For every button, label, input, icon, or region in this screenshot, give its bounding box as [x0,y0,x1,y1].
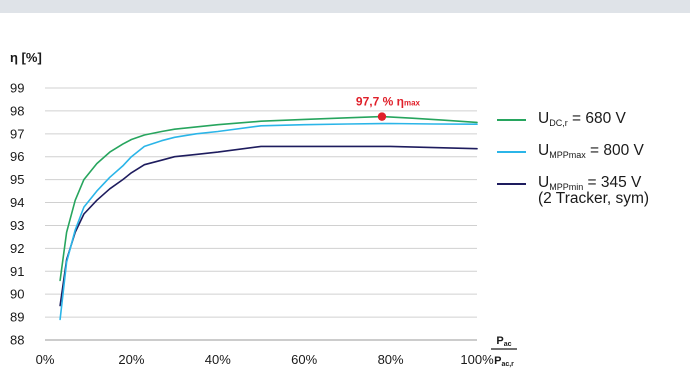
eta-max-sub: max [404,99,421,108]
chart-legend: UDC,r = 680 V UMPPmax = 800 V UMPPmin = … [497,108,687,222]
eta-max-value: 97,7 % [356,95,397,109]
y-tick-92: 92 [10,241,24,256]
x-tick-0: 0% [36,352,55,367]
y-tick-91: 91 [10,264,24,279]
legend-sub-dc: DC,r [549,118,568,128]
series-line-2 [59,145,478,307]
y-tick-97: 97 [10,126,24,141]
legend-main-mppmax: U [538,142,550,159]
legend-label-mppmax: UMPPmax = 800 V [538,142,644,164]
y-axis-label: η [%] [10,50,42,65]
x-tick-100: 100% [460,352,494,367]
y-tick-99: 99 [10,81,24,96]
eta-max-label: 97,7 % ηmax [356,95,421,109]
x-tick-20: 20% [118,352,144,367]
legend-swatch-mppmax [497,151,526,153]
eta-max-symbol: η [397,95,404,109]
y-tick-95: 95 [10,172,24,187]
x-label-denominator-sub: ac,r [501,361,514,368]
x-label-numerator: Pac [496,335,511,348]
legend-main-dc: U [538,110,550,127]
x-tick-40: 40% [205,352,231,367]
y-tick-96: 96 [10,149,24,164]
legend-label-mppmin: UMPPmin = 345 V [538,174,641,196]
y-tick-98: 98 [10,103,24,118]
legend-value-mppmax: = 800 V [585,142,644,159]
legend-sub-mppmin: MPPmin [549,182,584,192]
series-line-0 [59,115,478,282]
y-tick-90: 90 [10,287,24,302]
legend-value-mppmin: = 345 V [583,174,642,191]
legend-value-dc: = 680 V [567,110,626,127]
legend-item-mppmin: UMPPmin = 345 V (2 Tracker, sym) [497,172,687,222]
y-tick-93: 93 [10,218,24,233]
legend-swatch-dc [497,119,526,121]
x-label-denominator: Pac,r [494,355,514,368]
legend-item-mppmax: UMPPmax = 800 V [497,140,687,172]
legend-swatch-mppmin [497,183,526,185]
legend-label-dc: UDC,r = 680 V [538,110,626,132]
x-tick-60: 60% [291,352,317,367]
legend-note-mppmin: (2 Tracker, sym) [538,190,650,207]
series-line-1 [59,122,478,321]
y-tick-94: 94 [10,195,24,210]
legend-main-mppmin: U [538,174,550,191]
legend-item-dc: UDC,r = 680 V [497,108,687,140]
eta-max-marker [377,112,387,121]
header-band [0,0,690,13]
legend-sub-mppmax: MPPmax [549,150,586,160]
x-label-numerator-sub: ac [504,341,512,348]
y-tick-89: 89 [10,310,24,325]
y-tick-88: 88 [10,333,24,348]
x-tick-80: 80% [378,352,404,367]
